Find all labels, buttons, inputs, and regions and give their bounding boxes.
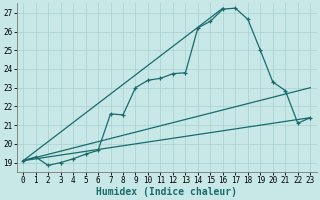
X-axis label: Humidex (Indice chaleur): Humidex (Indice chaleur) <box>96 186 237 197</box>
